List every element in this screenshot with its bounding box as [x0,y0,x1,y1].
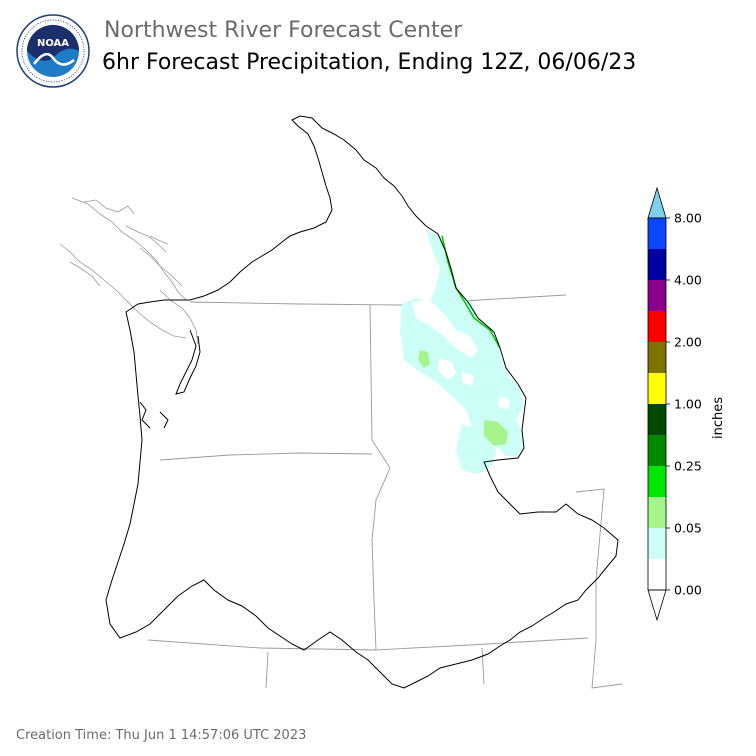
colorbar-bin [648,342,666,373]
basin-boundary [105,115,619,689]
colorbar-bin [648,373,666,404]
moderate-precip-spot [418,350,430,368]
heavier-precip-fringe [441,235,501,349]
colorbar-bin [648,249,666,280]
colorbar-tick-label: 2.00 [674,335,702,350]
colorbar-bin [648,435,666,466]
moderate-precip-area [484,420,508,446]
center-title: Northwest River Forecast Center [104,18,463,43]
colorbar-tick-label: 8.00 [674,211,702,226]
colorbar-bin [648,280,666,311]
colorbar-tick-label: 0.05 [674,521,702,536]
colorbar-bin [648,528,666,559]
colorbar-bin [648,218,666,249]
colorbar-tick-label: 1.00 [674,397,702,412]
colorbar-bin [648,497,666,528]
product-title: 6hr Forecast Precipitation, Ending 12Z, … [102,50,637,75]
noaa-logo: NOAA [16,14,90,88]
colorbar-tick-label: 0.00 [674,583,702,598]
colorbar-unit-label: inches [711,397,726,439]
no-precip-holes [412,300,510,410]
precipitation-colorbar: 0.00 0.05 0.25 1.00 2.00 4.00 8.00 inches [647,186,726,622]
colorbar-extend-min [647,589,667,622]
coastline-canada [59,197,199,345]
colorbar-bin [648,559,666,590]
colorbar-tick-label: 0.25 [674,459,702,474]
creation-time: Creation Time: Thu Jun 1 14:57:06 UTC 20… [16,728,307,743]
puget-sound-outline [139,329,201,429]
colorbar-extend-max [647,186,667,219]
colorbar-bin [648,404,666,435]
colorbar-bin [648,466,666,497]
colorbar-bin [648,311,666,342]
political-boundaries [147,294,623,689]
noaa-logo-text: NOAA [37,38,69,49]
colorbar-tick-label: 4.00 [674,273,702,288]
